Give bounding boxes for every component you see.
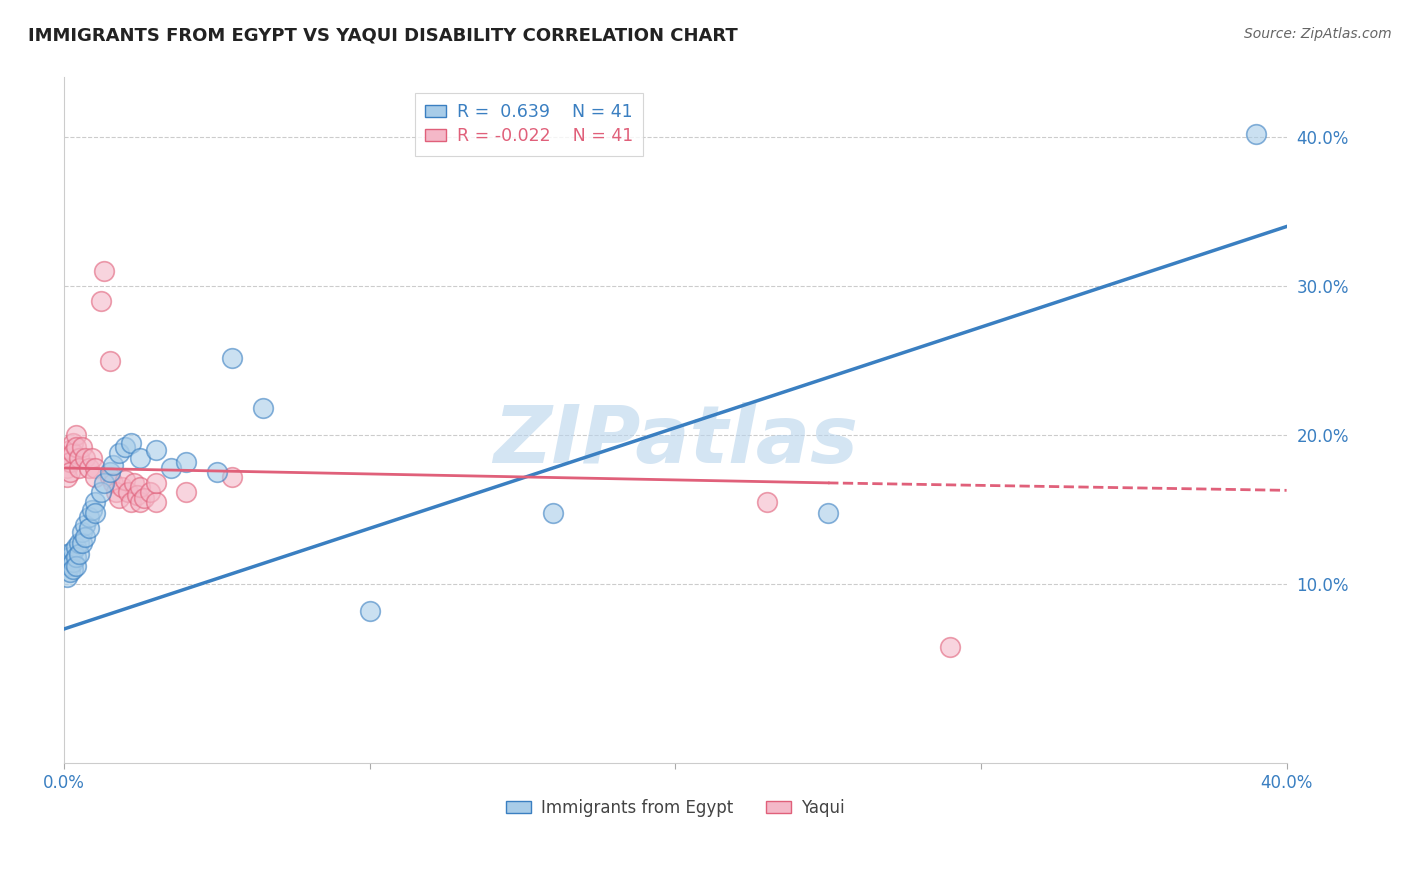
- Point: [108, 446, 131, 460]
- Point: [117, 484, 139, 499]
- Point: [176, 484, 198, 499]
- Point: [80, 450, 103, 465]
- Point: [75, 517, 97, 532]
- Point: [129, 480, 152, 494]
- Point: [65, 559, 87, 574]
- Point: [83, 470, 105, 484]
- Point: [98, 470, 121, 484]
- Point: [132, 491, 155, 505]
- Point: [98, 353, 121, 368]
- Legend: Immigrants from Egypt, Yaqui: Immigrants from Egypt, Yaqui: [499, 792, 852, 823]
- Point: [111, 480, 134, 494]
- Point: [62, 555, 84, 569]
- Point: [67, 450, 90, 465]
- Point: [114, 473, 136, 487]
- Point: [176, 455, 198, 469]
- Point: [59, 443, 82, 458]
- Point: [114, 440, 136, 454]
- Point: [75, 530, 97, 544]
- Point: [252, 401, 274, 416]
- Point: [756, 495, 779, 509]
- Point: [72, 440, 94, 454]
- Point: [65, 440, 87, 454]
- Point: [72, 525, 94, 540]
- Point: [65, 550, 87, 565]
- Point: [56, 461, 79, 475]
- Point: [62, 562, 84, 576]
- Text: Source: ZipAtlas.com: Source: ZipAtlas.com: [1244, 27, 1392, 41]
- Point: [90, 484, 112, 499]
- Point: [56, 470, 79, 484]
- Point: [120, 495, 142, 509]
- Point: [101, 475, 124, 490]
- Point: [59, 550, 82, 565]
- Point: [56, 570, 79, 584]
- Point: [120, 435, 142, 450]
- Point: [145, 495, 167, 509]
- Point: [221, 470, 243, 484]
- Point: [77, 520, 100, 534]
- Point: [127, 488, 149, 502]
- Point: [221, 351, 243, 365]
- Point: [359, 604, 381, 618]
- Point: [77, 461, 100, 475]
- Text: ZIPatlas: ZIPatlas: [494, 402, 858, 480]
- Point: [75, 450, 97, 465]
- Point: [62, 446, 84, 460]
- Point: [101, 458, 124, 472]
- Point: [541, 506, 564, 520]
- Point: [80, 502, 103, 516]
- Point: [62, 544, 84, 558]
- Point: [56, 450, 79, 465]
- Point: [83, 495, 105, 509]
- Point: [138, 484, 160, 499]
- Point: [83, 506, 105, 520]
- Point: [65, 540, 87, 554]
- Point: [105, 484, 128, 499]
- Point: [72, 535, 94, 549]
- Point: [124, 475, 146, 490]
- Point: [145, 475, 167, 490]
- Point: [77, 510, 100, 524]
- Point: [939, 640, 962, 654]
- Point: [59, 455, 82, 469]
- Text: IMMIGRANTS FROM EGYPT VS YAQUI DISABILITY CORRELATION CHART: IMMIGRANTS FROM EGYPT VS YAQUI DISABILIT…: [28, 27, 738, 45]
- Point: [817, 506, 839, 520]
- Point: [98, 466, 121, 480]
- Point: [56, 555, 79, 569]
- Point: [59, 559, 82, 574]
- Point: [62, 435, 84, 450]
- Point: [56, 548, 79, 562]
- Point: [129, 495, 152, 509]
- Point: [160, 461, 183, 475]
- Point: [129, 450, 152, 465]
- Point: [67, 535, 90, 549]
- Point: [67, 461, 90, 475]
- Point: [59, 466, 82, 480]
- Point: [67, 548, 90, 562]
- Point: [90, 293, 112, 308]
- Point: [65, 428, 87, 442]
- Point: [93, 475, 115, 490]
- Point: [59, 566, 82, 580]
- Point: [1244, 127, 1267, 141]
- Point: [145, 443, 167, 458]
- Point: [205, 466, 228, 480]
- Point: [108, 491, 131, 505]
- Point: [93, 264, 115, 278]
- Point: [83, 461, 105, 475]
